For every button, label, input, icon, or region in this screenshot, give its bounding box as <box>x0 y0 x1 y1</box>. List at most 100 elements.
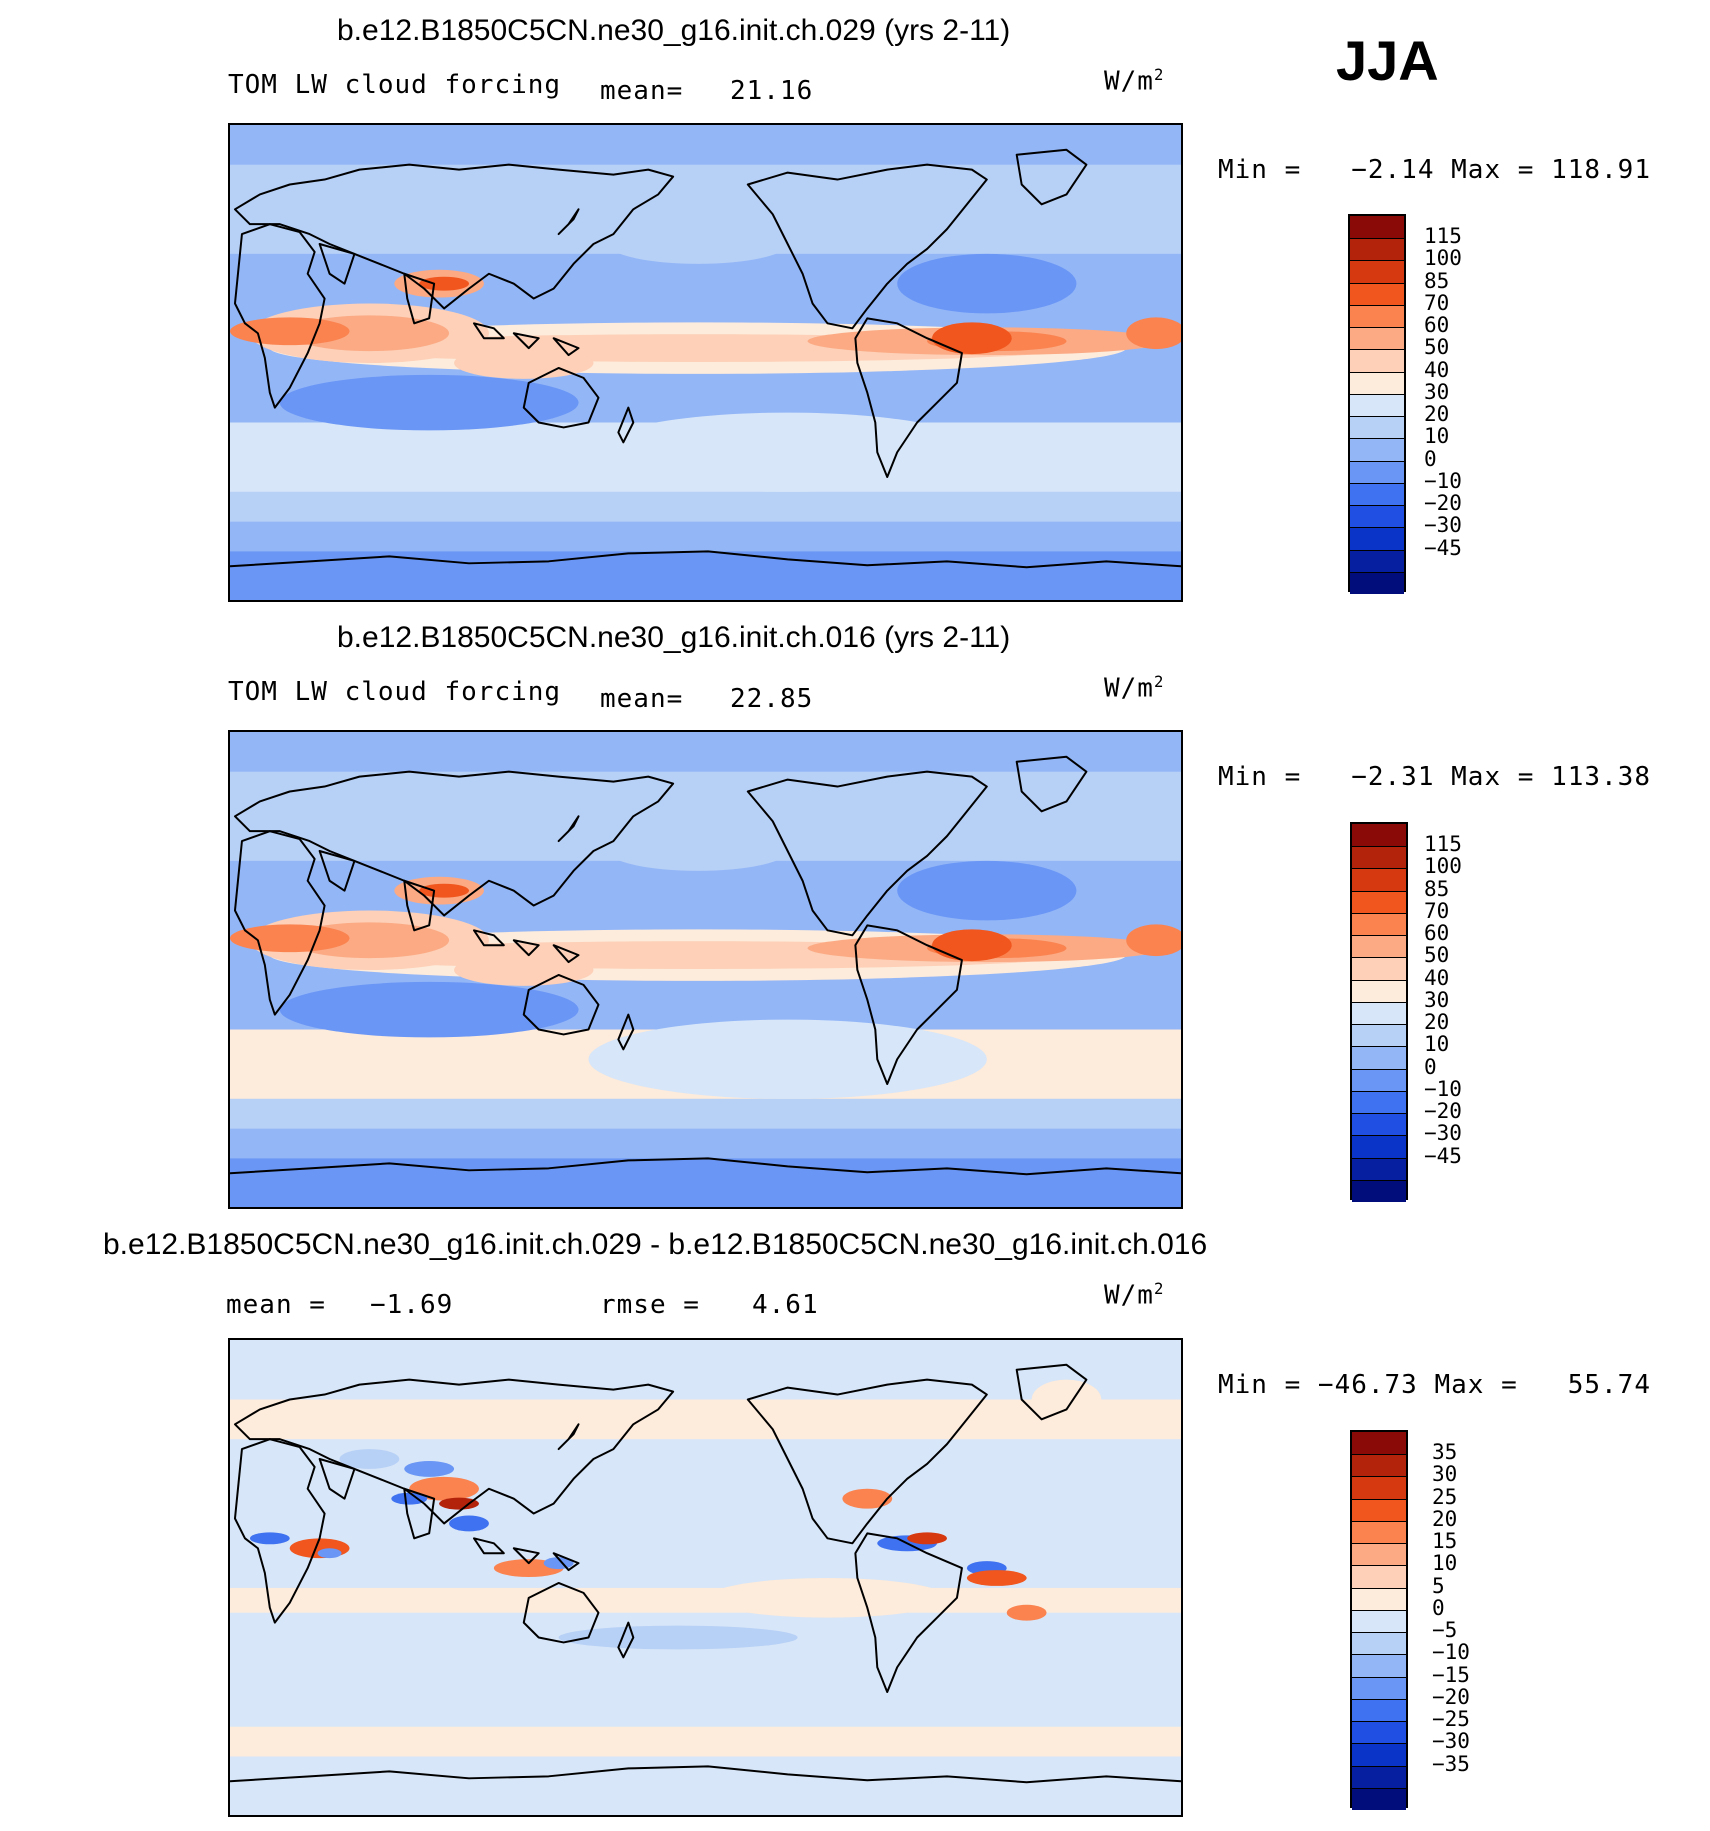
coastline <box>472 929 505 947</box>
colorbar-box <box>1350 527 1404 550</box>
colorbar-box <box>1352 1654 1406 1677</box>
panel3-mean-value: −1.69 <box>370 1290 454 1320</box>
coastline <box>552 944 580 964</box>
panel2-map <box>228 730 1183 1209</box>
colorbar-box <box>1352 1432 1406 1455</box>
colorbar-tick-label: 60 <box>1424 313 1450 338</box>
colorbar-tick-label: 85 <box>1424 268 1450 293</box>
coastline <box>746 163 988 330</box>
field-band <box>230 1098 1181 1129</box>
coastline <box>854 924 963 1086</box>
coastline <box>230 1157 1181 1176</box>
coastline <box>512 332 540 350</box>
colorbar-tick-label: 0 <box>1432 1595 1445 1620</box>
colorbar-box <box>1352 1565 1406 1588</box>
field-blob <box>588 1019 987 1099</box>
colorbar-box <box>1352 824 1406 847</box>
anomaly <box>249 1532 290 1545</box>
coastline <box>617 1013 635 1051</box>
coastline <box>552 1552 580 1572</box>
colorbar-tick-label: 115 <box>1424 224 1462 249</box>
anomaly <box>409 1476 479 1501</box>
colorbar-box <box>1352 1498 1406 1521</box>
colorbar-box <box>1352 912 1406 936</box>
colorbar-tick-label: 50 <box>1424 335 1450 360</box>
colorbar-tick-label: 35 <box>1432 1440 1458 1465</box>
panel1-map <box>228 123 1183 602</box>
field-band <box>230 1726 1181 1757</box>
coastline <box>403 1487 436 1540</box>
colorbar-box <box>1352 1520 1406 1544</box>
panel1-title: b.e12.B1850C5CN.ne30_g16.init.ch.029 (yr… <box>337 14 1011 47</box>
colorbar-box <box>1352 1046 1406 1069</box>
colorbar-tick-label: 10 <box>1424 424 1450 449</box>
coastline <box>746 1378 988 1545</box>
colorbar-tick-label: 70 <box>1424 290 1450 315</box>
panel3-minmax: Min = −46.73 Max = 55.74 <box>1218 1370 1651 1400</box>
coastline <box>318 1458 356 1500</box>
anomaly <box>1031 1379 1102 1420</box>
panel1-mean-value: 21.16 <box>730 76 814 106</box>
coastline <box>854 1532 963 1694</box>
field-blob <box>419 276 469 291</box>
colorbar-box <box>1350 482 1404 506</box>
colorbar-box <box>1350 505 1404 528</box>
panel1-colorbar <box>1348 214 1406 594</box>
field-blob <box>608 224 788 264</box>
colorbar-box <box>1350 238 1404 261</box>
anomaly <box>391 1492 428 1505</box>
coastline <box>557 1423 580 1451</box>
anomaly <box>966 1570 1027 1586</box>
colorbar-box <box>1350 371 1404 394</box>
coastline <box>318 850 356 892</box>
anomaly <box>707 1577 947 1618</box>
colorbar-tick-label: 10 <box>1424 1032 1450 1057</box>
coastline <box>233 163 675 310</box>
colorbar-tick-label: −20 <box>1424 491 1462 516</box>
map-canvas <box>230 125 1181 600</box>
colorbar-tick-label: −25 <box>1432 1707 1470 1732</box>
field-blob <box>454 954 594 986</box>
field-blob <box>588 412 987 492</box>
colorbar-box <box>1352 1765 1406 1788</box>
panel2-mean-label: mean= <box>600 684 684 714</box>
field-band <box>230 1399 1181 1440</box>
panel1-units: W/m2 <box>1104 66 1165 97</box>
colorbar-box <box>1352 979 1406 1002</box>
colorbar-box <box>1352 935 1406 958</box>
colorbar-box <box>1352 1001 1406 1025</box>
colorbar-box <box>1352 1068 1406 1091</box>
colorbar-tick-label: 30 <box>1432 1462 1458 1487</box>
anomaly <box>317 1548 342 1559</box>
panel2-units: W/m2 <box>1104 673 1165 704</box>
coastline <box>233 223 326 409</box>
coastline <box>746 770 988 937</box>
colorbar-tick-label: 20 <box>1424 402 1450 427</box>
colorbar-tick-label: 5 <box>1432 1573 1445 1598</box>
colorbar-tick-label: −30 <box>1432 1729 1470 1754</box>
coastline <box>233 1438 326 1624</box>
field-blob <box>897 253 1077 314</box>
coastline <box>403 272 436 325</box>
coastline <box>854 317 963 479</box>
field-blob <box>419 883 469 898</box>
panel2-minmax: Min = −2.31 Max = 113.38 <box>1218 762 1651 792</box>
coastline <box>1015 1363 1088 1421</box>
field-band <box>230 1158 1181 1207</box>
field-blob <box>230 924 350 953</box>
panel1-minmax: Min = −2.14 Max = 118.91 <box>1218 155 1651 185</box>
panel3-title: b.e12.B1850C5CN.ne30_g16.init.ch.029 - b… <box>103 1228 1208 1261</box>
colorbar-box <box>1352 1113 1406 1136</box>
coastline <box>230 1765 1181 1784</box>
coastline <box>472 1537 505 1555</box>
coastline <box>522 1581 600 1644</box>
colorbar-box <box>1350 460 1404 483</box>
colorbar-tick-label: −45 <box>1424 1143 1462 1168</box>
colorbar-box <box>1350 216 1404 239</box>
colorbar-tick-label: 0 <box>1424 446 1437 471</box>
colorbar-box <box>1352 1543 1406 1566</box>
colorbar-box <box>1350 282 1404 305</box>
field-blob <box>454 347 594 379</box>
colorbar-tick-label: 25 <box>1432 1484 1458 1509</box>
colorbar-tick-label: −10 <box>1424 1076 1462 1101</box>
